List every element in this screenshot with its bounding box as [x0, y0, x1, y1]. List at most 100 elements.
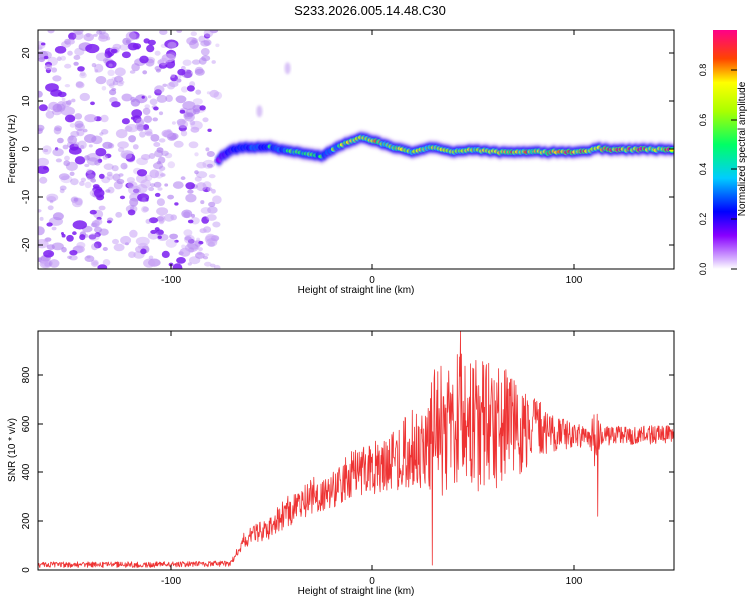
noise-speckle — [38, 104, 48, 112]
noise-speckle — [207, 206, 218, 214]
colorbar-tick: 0.6 — [698, 114, 737, 126]
noise-speckle — [111, 87, 117, 92]
noise-speckle — [132, 144, 139, 150]
noise-speckle — [47, 205, 54, 211]
noise-speckle — [66, 234, 74, 242]
noise-speckle — [79, 234, 86, 241]
noise-speckle — [195, 89, 202, 95]
noise-speckle — [136, 169, 148, 177]
noise-speckle — [74, 120, 84, 128]
noise-speckle — [43, 148, 49, 153]
noise-speckle — [194, 176, 202, 182]
noise-speckle — [99, 132, 104, 136]
noise-speckle — [100, 114, 109, 123]
spectrogram-ridge — [215, 62, 674, 168]
noise-speckle — [176, 78, 182, 83]
noise-speckle — [185, 193, 197, 203]
noise-speckle — [205, 147, 210, 152]
noise-speckle — [94, 218, 103, 226]
colorbar-tick-label: 0.8 — [698, 64, 708, 77]
noise-speckle — [148, 255, 154, 260]
noise-speckle — [64, 114, 76, 123]
noise-speckle — [51, 67, 58, 73]
noise-speckle — [139, 131, 146, 138]
noise-speckle — [52, 148, 64, 157]
noise-speckle — [115, 211, 123, 218]
noise-speckle — [150, 183, 156, 188]
snr-plot-area — [38, 331, 674, 568]
spectrogram-x-tick: -100 — [161, 30, 181, 286]
noise-speckle — [195, 252, 205, 259]
noise-speckle — [207, 128, 212, 132]
noise-speckle — [64, 155, 70, 161]
noise-speckle — [146, 44, 155, 53]
noise-speckle — [164, 183, 169, 187]
noise-speckle — [71, 98, 76, 103]
noise-speckle — [127, 209, 136, 216]
noise-speckle — [46, 244, 55, 251]
snr-x-axis-label: Height of straight line (km) — [298, 586, 415, 597]
noise-speckle — [68, 146, 82, 155]
colorbar-tick-label: 0.4 — [698, 163, 708, 176]
noise-speckle — [196, 171, 208, 179]
noise-speckle — [212, 195, 222, 204]
noise-speckle — [142, 206, 150, 212]
noise-speckle — [198, 35, 206, 43]
noise-speckle — [77, 140, 87, 150]
noise-speckle — [52, 103, 63, 113]
noise-speckle — [194, 170, 199, 175]
noise-speckle — [45, 110, 55, 119]
noise-speckle — [208, 174, 216, 179]
noise-speckle — [73, 30, 84, 35]
noise-speckle — [190, 120, 203, 130]
noise-speckle — [206, 151, 215, 157]
noise-speckle — [147, 231, 159, 240]
noise-speckle — [60, 106, 75, 116]
noise-speckle — [175, 95, 187, 104]
noise-speckle — [148, 186, 155, 192]
snr-x-tick-label: 100 — [566, 576, 583, 587]
snr-y-tick: 800 — [21, 366, 674, 383]
noise-speckle — [137, 242, 149, 250]
snr-y-tick-label: 600 — [21, 415, 32, 432]
spectrogram-y-axis-label: Frequency (Hz) — [7, 115, 18, 184]
noise-speckle — [185, 182, 195, 190]
noise-speckle — [156, 147, 164, 153]
noise-speckle — [176, 257, 186, 264]
noise-speckle — [183, 229, 193, 237]
noise-speckle — [180, 86, 189, 93]
noise-speckle — [106, 220, 112, 224]
snr-x-tick: -100 — [161, 331, 181, 587]
noise-speckle — [121, 93, 133, 102]
isolated-spot — [284, 62, 291, 75]
noise-speckle — [73, 197, 78, 202]
noise-speckle — [106, 174, 114, 181]
noise-speckle — [40, 42, 46, 46]
noise-speckle — [187, 112, 194, 118]
noise-speckle — [105, 60, 117, 69]
noise-speckle — [67, 135, 78, 145]
noise-speckle — [99, 228, 109, 236]
noise-speckle — [38, 226, 45, 236]
noise-speckle — [38, 44, 43, 50]
noise-speckle — [48, 259, 60, 268]
noise-speckle — [177, 120, 189, 129]
noise-speckle — [59, 188, 65, 194]
noise-speckle — [51, 226, 57, 231]
noise-speckle — [91, 135, 103, 145]
noise-speckle — [95, 148, 107, 157]
noise-speckle — [61, 233, 66, 238]
noise-speckle — [38, 239, 49, 249]
noise-speckle — [165, 238, 177, 248]
noise-speckle — [39, 216, 44, 221]
noise-speckle — [93, 188, 105, 198]
noise-speckle — [66, 38, 75, 45]
noise-speckle — [90, 101, 95, 106]
noise-speckle — [158, 62, 168, 69]
noise-speckle — [145, 218, 151, 224]
noise-speckle — [187, 219, 194, 224]
noise-speckle — [95, 76, 107, 85]
snr-y-tick: 400 — [21, 463, 674, 480]
noise-speckle — [191, 37, 199, 44]
noise-speckle — [83, 128, 88, 133]
